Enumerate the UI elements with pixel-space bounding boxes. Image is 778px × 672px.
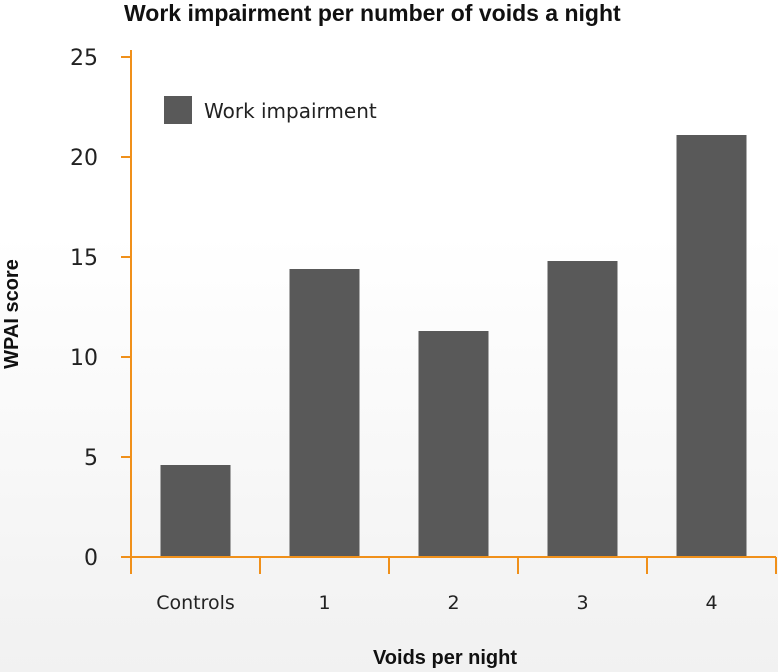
axes-layer: 0 5 10 15 20 25 Controls 1 2 3 4 (70, 46, 777, 614)
y-tick-label: 20 (70, 146, 98, 171)
y-tick-label: 10 (70, 346, 98, 371)
y-tick-label: 0 (84, 546, 98, 571)
x-tick-label: 3 (576, 592, 588, 614)
bar-1 (289, 269, 360, 557)
x-tick-label: 4 (705, 592, 717, 614)
y-tick-label: 25 (70, 46, 98, 71)
x-tick-label: 1 (318, 592, 330, 614)
bar-2 (418, 331, 489, 557)
bar-controls (160, 465, 231, 557)
chart-title: Work impairment per number of voids a ni… (124, 0, 621, 26)
y-tick-label: 15 (70, 246, 98, 271)
legend-swatch (164, 96, 192, 124)
legend: Work impairment (164, 96, 377, 124)
bar-4 (676, 135, 747, 557)
bar-3 (547, 261, 618, 557)
legend-label: Work impairment (204, 99, 377, 123)
x-axis-title: Voids per night (373, 647, 517, 669)
x-tick-label: 2 (447, 592, 459, 614)
y-tick-label: 5 (84, 446, 98, 471)
y-axis-title: WPAI score (1, 259, 23, 369)
bars-layer (160, 135, 747, 557)
x-tick-label: Controls (156, 592, 235, 614)
